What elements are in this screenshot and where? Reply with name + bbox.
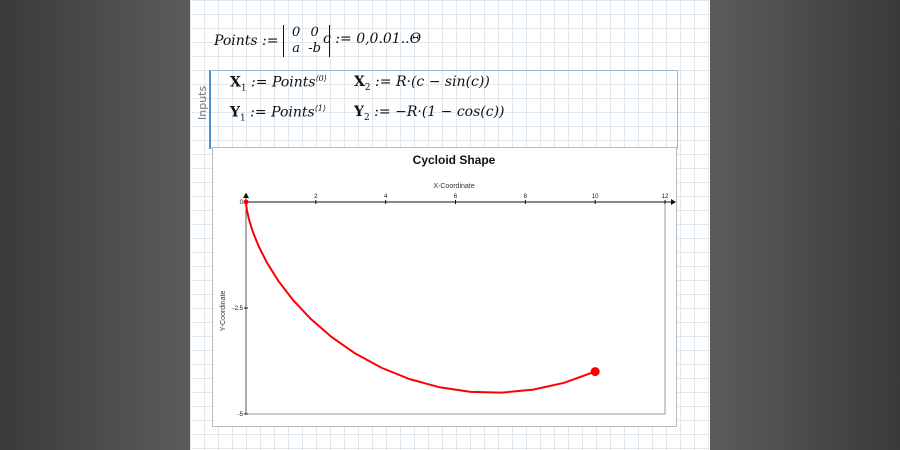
y1-lhs: Y [230,104,240,121]
matrix-cell: 0 [310,25,319,40]
range-definition[interactable]: c := 0,0.01..Θ [323,31,422,47]
x1-lhs: X [230,74,241,91]
points-name: Points [214,33,258,49]
x2-rhs: R·(c − sin(c)) [395,74,490,90]
x-axis-arrow [671,199,676,205]
x-tick-label: 4 [384,194,388,200]
x-tick-label: 6 [454,194,458,200]
x2-sub: 2 [364,82,371,93]
x2-lhs: X [354,74,365,90]
matrix-cell: 0 [291,25,301,40]
matrix-cell: -b [308,41,321,56]
cycloid-chart[interactable]: Cycloid Shape X-Coordinate Y-Coordinate … [212,147,677,427]
y1-definition[interactable]: Y1 := Points⟨1⟩ [230,104,327,124]
x1-definition[interactable]: X1 := Points⟨0⟩ [230,74,327,94]
x-tick-label: 2 [314,194,318,200]
y-tick-label: 0 [240,200,244,206]
matrix-cell: a [292,41,300,56]
x-tick-label: 12 [662,194,669,200]
y1-sub: 1 [240,113,246,124]
y2-definition[interactable]: Y2 := −R·(1 − cos(c)) [354,104,505,123]
chart-title: Cycloid Shape [413,153,496,167]
chart-svg: Cycloid Shape X-Coordinate Y-Coordinate … [220,153,676,418]
y2-rhs: −R·(1 − cos(c)) [395,104,505,120]
series-point [243,199,249,205]
y-tick-label: -5 [238,412,244,418]
x-tick-label: 10 [592,194,599,200]
y-axis-label: Y-Coordinate [220,291,227,332]
y1-rhs: Points [271,104,315,121]
y-tick-label: -2.5 [233,306,244,312]
y2-sub: 2 [364,112,370,123]
x-tick-label: 0 [244,194,248,200]
x-axis-label: X-Coordinate [433,183,474,190]
series-point [590,367,600,377]
y2-lhs: Y [354,104,364,120]
x1-sub: 1 [240,83,247,94]
x1-rhs: Points [271,74,316,91]
plot-frame [245,201,666,415]
x1-sup: ⟨0⟩ [315,74,327,83]
cycloid-curve [245,201,596,394]
y-axis-arrow [243,193,249,198]
inputs-region-label: Inputs [196,85,209,120]
y1-sup: ⟨1⟩ [314,104,327,113]
x2-definition[interactable]: X2 := R·(c − sin(c)) [354,74,490,93]
x-tick-label: 8 [524,194,528,200]
